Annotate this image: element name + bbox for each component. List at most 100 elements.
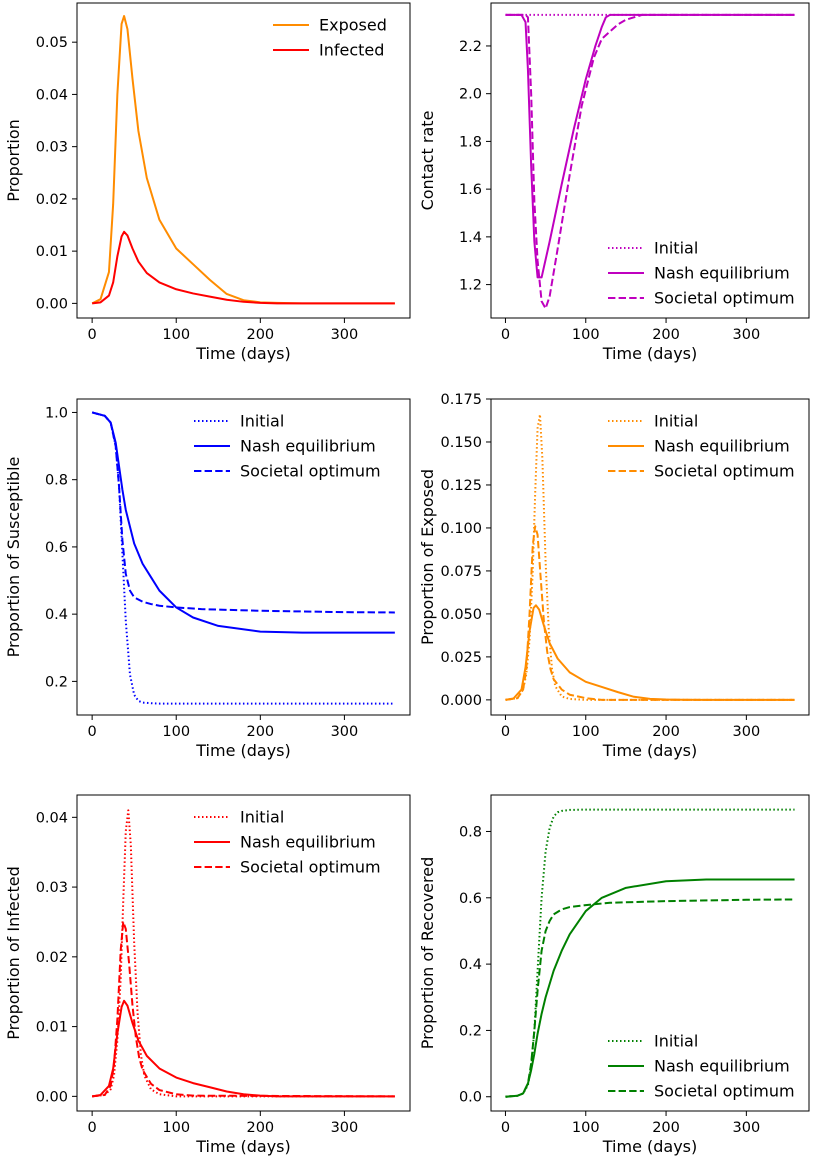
x-tick-label: 100 xyxy=(162,327,190,343)
x-tick-label: 0 xyxy=(88,327,97,343)
y-tick-label: 0.100 xyxy=(440,521,482,537)
x-tick-label: 200 xyxy=(652,1120,680,1136)
x-tick-label: 300 xyxy=(733,1120,761,1136)
x-tick-label: 0 xyxy=(88,1120,97,1136)
y-tick-label: 0.04 xyxy=(36,810,68,826)
legend: Initial Nash equilibrium Societal optimum xyxy=(608,239,795,308)
y-tick-label: 0.150 xyxy=(440,435,482,451)
legend-label: Societal optimum xyxy=(240,462,381,481)
y-tick-label: 0.8 xyxy=(45,473,68,489)
x-tick-label: 200 xyxy=(246,327,274,343)
axes-frame xyxy=(490,398,810,716)
legend-label: Societal optimum xyxy=(654,462,795,481)
y-tick-label: 0.175 xyxy=(440,392,482,408)
y-tick-label: 0.6 xyxy=(459,891,482,907)
series-line-societal-optimum xyxy=(505,13,795,310)
series-line-societal-optimum xyxy=(505,898,795,1098)
x-tick-label: 0 xyxy=(501,327,510,343)
y-tick-label: 0.2 xyxy=(45,674,68,690)
x-tick-label: 300 xyxy=(733,327,761,343)
y-tick-label: 0.04 xyxy=(36,87,68,103)
x-tick-label: 100 xyxy=(162,724,190,740)
y-tick-label: 1.0 xyxy=(45,405,68,421)
y-tick-label: 1.4 xyxy=(459,230,482,246)
x-tick-label: 0 xyxy=(501,724,510,740)
y-tick-label: 0.02 xyxy=(36,192,68,208)
legend-label: Societal optimum xyxy=(654,1082,795,1101)
legend-label: Infected xyxy=(319,41,384,60)
y-tick-label: 2.2 xyxy=(459,39,482,55)
x-tick-label: 200 xyxy=(246,1120,274,1136)
legend-label: Nash equilibrium xyxy=(654,264,790,283)
legend-label: Nash equilibrium xyxy=(240,437,376,456)
x-axis-label: Time (days) xyxy=(602,741,698,760)
y-tick-label: 0.05 xyxy=(36,35,68,51)
y-axis-label: Contact rate xyxy=(418,111,437,211)
y-tick-label: 0.01 xyxy=(36,1020,68,1036)
x-tick-label: 100 xyxy=(572,724,600,740)
series-line-societal-optimum xyxy=(505,525,795,701)
y-tick-label: 0.03 xyxy=(36,140,68,156)
y-tick-label: 0.0 xyxy=(459,1090,482,1106)
x-tick-label: 0 xyxy=(88,724,97,740)
axes-frame xyxy=(76,398,411,716)
legend-label: Societal optimum xyxy=(240,858,381,877)
legend: Initial Nash equilibrium Societal optimum xyxy=(194,808,381,877)
x-tick-label: 200 xyxy=(652,724,680,740)
series-line-societal-optimum xyxy=(92,920,395,1098)
y-tick-label: 0.2 xyxy=(459,1023,482,1039)
series-line-nash-equilibrium xyxy=(91,999,395,1098)
x-tick-label: 300 xyxy=(331,1120,359,1136)
y-axis-label: Proportion of Susceptible xyxy=(4,457,23,658)
x-tick-label: 200 xyxy=(246,724,274,740)
y-tick-label: 0.050 xyxy=(440,607,482,623)
series-line-initial xyxy=(92,809,395,1098)
y-tick-label: 0.01 xyxy=(36,244,68,260)
x-tick-label: 200 xyxy=(652,327,680,343)
legend-label: Initial xyxy=(654,412,698,431)
y-tick-label: 1.2 xyxy=(459,278,482,294)
x-tick-label: 100 xyxy=(572,327,600,343)
y-tick-label: 0.00 xyxy=(36,1089,68,1105)
y-tick-label: 0.025 xyxy=(440,650,482,666)
chart-panel-1: 0 100 200 300 0.00 0.01 0.02 0.03 0.04 0.05 Time (… xyxy=(4,2,411,363)
y-tick-label: 0.02 xyxy=(36,950,68,966)
axes-frame xyxy=(490,2,810,319)
legend-label: Initial xyxy=(240,412,284,431)
chart-panel-5: 0 100 200 300 0.00 0.01 0.02 0.03 0.04 Time (days… xyxy=(4,794,411,1156)
series-line-societal-optimum xyxy=(91,411,395,614)
y-axis-label: Proportion of Recovered xyxy=(418,857,437,1050)
legend-label: Initial xyxy=(654,239,698,258)
axes-frame xyxy=(76,2,411,319)
x-tick-label: 0 xyxy=(501,1120,510,1136)
series-line-initial xyxy=(505,808,795,1098)
y-tick-label: 0.00 xyxy=(36,296,68,312)
legend-label: Initial xyxy=(654,1032,698,1051)
y-tick-label: 0.03 xyxy=(36,880,68,896)
x-tick-label: 100 xyxy=(572,1120,600,1136)
legend-label: Exposed xyxy=(319,16,387,35)
x-axis-label: Time (days) xyxy=(602,344,698,363)
y-axis-label: Proportion of Infected xyxy=(4,866,23,1040)
series-line-infected xyxy=(92,230,395,305)
y-tick-label: 0.4 xyxy=(459,957,482,973)
x-axis-label: Time (days) xyxy=(195,1137,291,1156)
x-axis-label: Time (days) xyxy=(195,344,291,363)
y-tick-label: 0.6 xyxy=(45,540,68,556)
legend-label: Nash equilibrium xyxy=(654,1057,790,1076)
y-tick-label: 1.6 xyxy=(459,182,482,198)
y-tick-label: 0.8 xyxy=(459,824,482,840)
y-tick-label: 1.8 xyxy=(459,134,482,150)
axes-frame xyxy=(76,794,411,1112)
axes-frame xyxy=(490,794,810,1112)
legend: Initial Nash equilibrium Societal optimum xyxy=(608,412,795,481)
chart-panel-2: 0 100 200 300 1.2 1.4 1.6 1.8 2.0 2.2 Time (days) C… xyxy=(418,2,810,363)
legend: Initial Nash equilibrium Societal optimum xyxy=(194,412,381,481)
x-axis-label: Time (days) xyxy=(602,1137,698,1156)
series-line-initial xyxy=(91,411,395,705)
series-line-initial xyxy=(505,413,795,701)
y-tick-label: 0.000 xyxy=(440,693,482,709)
legend-label: Societal optimum xyxy=(654,289,795,308)
legend-label: Nash equilibrium xyxy=(654,437,790,456)
